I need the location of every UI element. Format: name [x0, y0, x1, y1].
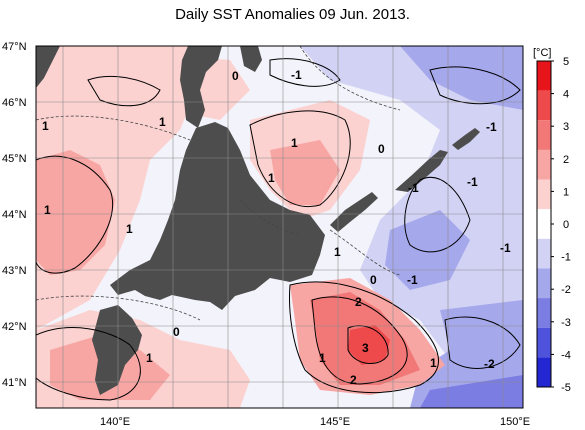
lat-tick-label: 43°N	[2, 265, 27, 277]
contour-line-dashed	[299, 46, 401, 111]
contour-line-dashed	[36, 115, 191, 141]
colorbar-unit: [°C]	[533, 47, 551, 59]
contour-label: 1	[334, 245, 341, 259]
lat-tick-label: 46°N	[2, 97, 27, 109]
colorbar-segment	[537, 357, 551, 387]
colorbar-segment	[537, 209, 551, 239]
lat-tick-label: 42°N	[2, 321, 27, 333]
contour-label: 1	[126, 222, 133, 236]
colorbar-segment	[537, 61, 551, 91]
colorbar-tick-label: 2	[563, 154, 569, 166]
colorbar-segment	[537, 327, 551, 358]
contour-label: 1	[44, 203, 51, 217]
lon-tick-label: 145°E	[320, 416, 350, 428]
contour-line	[429, 66, 521, 105]
contour-label: 1	[268, 171, 275, 185]
kuril-land-1	[330, 192, 378, 232]
lat-tick-label: 45°N	[2, 153, 27, 165]
lat-tick-label: 47°N	[2, 41, 27, 53]
contour-label: 0	[378, 142, 385, 156]
lat-tick-label: 41°N	[2, 377, 27, 389]
colorbar-segment	[537, 268, 551, 299]
warm-region-west-strong	[36, 150, 115, 275]
colorbar-segment	[537, 298, 551, 328]
colorbar-tick-label: -4	[561, 349, 571, 361]
colorbar-segment	[537, 120, 551, 150]
contour-label: 0	[232, 69, 239, 83]
contour-label: 3	[362, 341, 369, 355]
lat-tick-label: 44°N	[2, 209, 27, 221]
colorbar-tick-label: -2	[561, 284, 571, 296]
colorbar-tick-label: -1	[561, 252, 571, 264]
warm-region-okhotsk-strong	[270, 140, 340, 205]
honshu-land	[92, 305, 142, 395]
kuril-land-2	[395, 150, 448, 192]
colorbar-segment	[537, 179, 551, 210]
contour-label: 1	[291, 136, 298, 150]
contour-label: 0	[173, 325, 180, 339]
contour-label: -1	[500, 241, 511, 255]
colorbar-tick-label: 1	[563, 186, 569, 198]
contour-line	[36, 155, 114, 274]
colorbar-tick-label: 5	[563, 56, 569, 68]
lon-tick-label: 140°E	[100, 416, 130, 428]
continent-land	[36, 46, 60, 88]
warm-core-inner	[348, 325, 390, 365]
contour-label: -1	[467, 175, 478, 189]
contour-line	[289, 281, 439, 393]
contour-label: 1	[146, 351, 153, 365]
colorbar-tick-label: 0	[563, 219, 569, 231]
contour-label: 1	[319, 351, 326, 365]
cool-region-east-strong	[400, 46, 523, 110]
colorbar: 5 4 3 2 1 0 -1 -2 -3 -4 -5	[536, 56, 571, 394]
contour-label: -1	[407, 273, 418, 287]
contour-line	[36, 327, 141, 401]
colorbar-segment	[537, 238, 551, 269]
contour-line	[269, 58, 341, 87]
lon-tick-label: 150°E	[500, 416, 530, 428]
cool-region-southeast-strong	[420, 375, 523, 408]
shiretoko-land	[290, 218, 312, 236]
contour-line	[87, 75, 161, 107]
contour-line	[444, 316, 521, 369]
colorbar-tick-label: -3	[561, 317, 571, 329]
colorbar-tick-label: -5	[561, 382, 571, 394]
contour-line-dashed	[239, 199, 301, 236]
contour-label: -1	[291, 68, 302, 82]
plot-border	[35, 45, 524, 409]
contour-label: 1	[42, 119, 49, 133]
hokkaido-land	[110, 122, 325, 310]
contour-label: 1	[159, 115, 166, 129]
sakhalin-land	[180, 46, 222, 128]
contour-label: 0	[370, 273, 377, 287]
sakhalin-north-land	[240, 46, 262, 72]
map-title: Daily SST Anomalies 09 Jun. 2013.	[175, 6, 410, 23]
contour-line	[249, 110, 351, 207]
colorbar-segment	[537, 90, 551, 121]
contour-label: -2	[484, 357, 495, 371]
contour-line	[347, 325, 389, 364]
contour-label: -1	[486, 120, 497, 134]
contour-line-dashed	[329, 229, 401, 276]
contour-line	[311, 296, 408, 385]
contour-line-dashed	[36, 295, 201, 321]
contour-label: 1	[430, 356, 437, 370]
contour-label: -1	[408, 181, 419, 195]
colorbar-tick-label: 4	[563, 89, 569, 101]
contour-label: 2	[355, 295, 362, 309]
colorbar-tick-label: 3	[563, 121, 569, 133]
colorbar-segment	[537, 149, 551, 180]
contour-label: 2	[350, 373, 357, 387]
kuril-land-3	[452, 128, 480, 150]
